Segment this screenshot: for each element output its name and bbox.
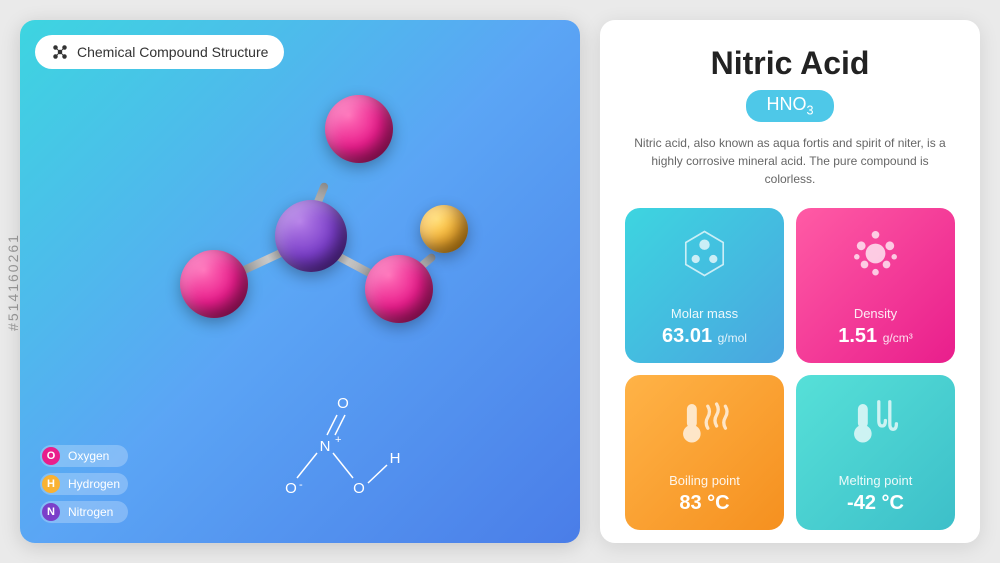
svg-text:O: O [285, 480, 297, 497]
structure-panel: Chemical Compound Structure O Oxygen H Hydr… [20, 20, 580, 543]
description: Nitric acid, also known as aqua fortis a… [625, 134, 955, 188]
info-panel: Nitric Acid HNO3 Nitric acid, also known… [600, 20, 980, 543]
molecule-icon [51, 43, 69, 61]
legend-item: H Hydrogen [40, 473, 128, 495]
compound-title: Nitric Acid [625, 45, 955, 82]
svg-text:N: N [319, 438, 330, 455]
svg-text:O: O [353, 480, 365, 497]
property-card: Boiling point 83 °C [625, 375, 784, 530]
property-label: Boiling point [669, 473, 740, 488]
atom [180, 250, 248, 318]
atom [275, 200, 347, 272]
svg-text:H: H [389, 450, 400, 467]
atom [420, 205, 468, 253]
structure-header: Chemical Compound Structure [35, 35, 284, 69]
legend-item: N Nitrogen [40, 501, 128, 523]
property-card: Molar mass 63.01 g/mol [625, 208, 784, 363]
boiling-icon [677, 393, 732, 448]
main-container: Chemical Compound Structure O Oxygen H Hydr… [20, 20, 980, 543]
property-value: 1.51 g/cm³ [838, 325, 912, 348]
property-grid: Molar mass 63.01 g/mol Density 1.51 g/cm… [625, 208, 955, 530]
legend-label: Oxygen [68, 449, 109, 463]
property-card: Density 1.51 g/cm³ [796, 208, 955, 363]
svg-text:+: + [335, 434, 341, 446]
atom [365, 255, 433, 323]
property-value: 83 °C [679, 492, 729, 515]
watermark: #514160261 [5, 233, 21, 331]
legend-label: Nitrogen [68, 505, 113, 519]
legend-dot: O [42, 447, 60, 465]
legend-item: O Oxygen [40, 445, 128, 467]
property-label: Density [854, 306, 897, 321]
legend-dot: H [42, 475, 60, 493]
density-icon [848, 226, 903, 281]
formula-badge: HNO3 [746, 90, 833, 122]
legend: O Oxygen H Hydrogen N Nitrogen [40, 445, 128, 523]
melting-icon [848, 393, 903, 448]
svg-text:O: O [337, 395, 349, 412]
property-value: -42 °C [847, 492, 904, 515]
structure-header-text: Chemical Compound Structure [77, 44, 268, 60]
legend-label: Hydrogen [68, 477, 120, 491]
svg-text:-: - [299, 479, 303, 491]
molecule-3d [150, 100, 450, 320]
property-card: Melting point -42 °C [796, 375, 955, 530]
property-label: Molar mass [671, 306, 738, 321]
structural-formula: O N + O - O H [275, 393, 415, 518]
legend-dot: N [42, 503, 60, 521]
atom [325, 95, 393, 163]
molar-icon [677, 226, 732, 281]
property-label: Melting point [839, 473, 913, 488]
property-value: 63.01 g/mol [662, 325, 747, 348]
